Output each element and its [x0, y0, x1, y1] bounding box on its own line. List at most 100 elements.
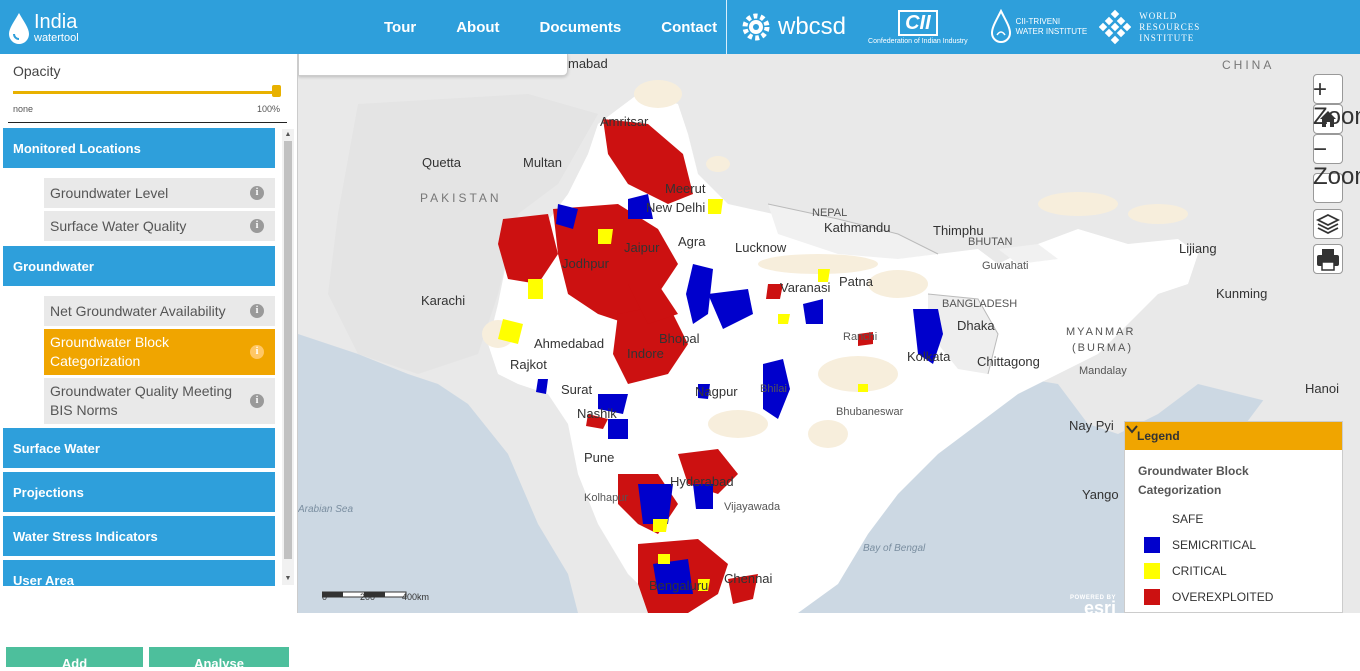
layer-groundwater-block-categorization[interactable]: Groundwater Block Categorization i [44, 329, 275, 375]
opacity-max-label: 100% [257, 104, 281, 114]
legend-label: SAFE [1172, 512, 1204, 526]
triveni-line2: WATER INSTITUTE [1015, 27, 1088, 36]
info-icon[interactable]: i [250, 304, 264, 318]
chevron-down-icon[interactable] [1125, 422, 1139, 436]
zoom-in-button[interactable] [1313, 74, 1343, 104]
zoom-in-label[interactable]: + Zoom In [1313, 76, 1360, 128]
opacity-slider-track[interactable] [13, 91, 279, 94]
legend-swatch [1144, 589, 1160, 605]
analyse-button[interactable]: Analyse [149, 647, 289, 671]
info-icon[interactable]: i [250, 219, 264, 233]
opacity-divider [8, 122, 287, 123]
legend-item-overexploited: OVEREXPLOITED [1125, 584, 1342, 610]
layer-groundwater-level[interactable]: Groundwater Level i [44, 178, 275, 208]
scale-bar-graphic [322, 591, 407, 598]
map-label-agra: Agra [678, 234, 706, 249]
wri-logo[interactable]: WORLD RESOURCES INSTITUTE [1099, 9, 1200, 45]
category-water-stress-indicators[interactable]: Water Stress Indicators [3, 516, 275, 556]
map-label-bhutan: BHUTAN [968, 236, 1013, 248]
map-label-jodhpur: Jodhpur [562, 256, 609, 271]
nav-about[interactable]: About [456, 18, 500, 36]
nav-tour[interactable]: Tour [384, 18, 417, 36]
category-monitored-locations[interactable]: Monitored Locations [3, 128, 275, 168]
map-label-kolkata: Kolkata [907, 349, 951, 364]
legend-item-semicritical: SEMICRITICAL [1125, 532, 1342, 558]
map-view[interactable]: CHINA PAKISTAN NEPAL BHUTAN BANGLADESH M… [298, 54, 1360, 613]
cii-triveni-logo[interactable]: CII-TRIVENI WATER INSTITUTE [990, 9, 1088, 45]
zoom-out-label[interactable]: − Zoom Out [1313, 136, 1360, 190]
category-user-area[interactable]: User Area [3, 560, 275, 586]
layers-button[interactable] [1313, 209, 1343, 239]
info-icon[interactable]: i [250, 345, 264, 359]
info-icon[interactable]: i [250, 186, 264, 200]
map-label-ranchi: Ranchi [843, 331, 878, 343]
map-label-surat: Surat [561, 382, 593, 397]
legend-header[interactable]: Legend [1125, 422, 1342, 450]
map-label-chittagong: Chittagong [977, 354, 1040, 369]
triveni-drop-icon [990, 9, 1011, 43]
esri-name: esri [1083, 598, 1116, 613]
layer-groundwater-quality-bis[interactable]: Groundwater Quality Meeting BIS Norms i [44, 378, 275, 424]
esri-logo[interactable]: POWERED BY esri [1058, 595, 1116, 613]
nav-documents[interactable]: Documents [539, 18, 622, 36]
map-label-chennai: Chennai [724, 571, 773, 586]
legend-header-label: Legend [1137, 429, 1180, 443]
legend-item-safe: SAFE [1125, 506, 1342, 532]
map-label-patna: Patna [839, 274, 873, 289]
zoom-out-button[interactable] [1313, 134, 1343, 164]
info-icon[interactable]: i [250, 394, 264, 408]
scale-label-200: 200 [360, 592, 376, 602]
category-groundwater[interactable]: Groundwater [3, 246, 275, 286]
opacity-min-label: none [13, 104, 34, 114]
category-projections[interactable]: Projections [3, 472, 275, 512]
legend-swatch [1144, 537, 1160, 553]
map-label-hyderabad: Hyderabad [670, 474, 734, 489]
scroll-down-arrow-icon[interactable]: ▼ [284, 575, 292, 582]
layer-label: Groundwater Quality Meeting BIS Norms [50, 383, 233, 418]
opacity-slider-handle[interactable] [272, 85, 281, 97]
nav-contact[interactable]: Contact [661, 18, 718, 36]
layer-surface-water-quality[interactable]: Surface Water Quality i [44, 211, 275, 241]
home-button[interactable] [1313, 104, 1343, 134]
cii-logo[interactable]: CII Confederation of Indian Industry [868, 9, 968, 45]
header: India watertool Tour About Documents Con… [0, 0, 1360, 54]
add-button[interactable]: Add [6, 647, 143, 671]
legend-label: OVEREXPLOITED [1172, 590, 1274, 604]
map-label-hanoi: Hanoi [1305, 381, 1339, 396]
print-button[interactable] [1313, 244, 1343, 274]
map-label-meerut: Meerut [665, 181, 706, 196]
cii-subtitle: Confederation of Indian Industry [868, 37, 968, 45]
map-label-indore: Indore [627, 346, 664, 361]
triveni-line1: CII-TRIVENI [1015, 17, 1061, 26]
map-label-bhopal: Bhopal [659, 331, 700, 346]
layer-label: Groundwater Level [50, 184, 169, 201]
map-label-pakistan: PAKISTAN [420, 191, 502, 205]
sidebar-scrollbar[interactable]: ▲ ▼ [282, 129, 294, 585]
legend-swatch [1144, 563, 1160, 579]
scale-label-400: 400km [402, 592, 430, 602]
map-label-ahmedabad: Ahmedabad [534, 336, 605, 351]
legend-swatch [1144, 511, 1160, 527]
wbcsd-logo[interactable]: wbcsd [738, 9, 846, 45]
map-label-nay-pyi: Nay Pyi [1069, 418, 1114, 433]
map-label-yangon: Yango [1082, 487, 1119, 502]
legend-title: Groundwater Block Categorization [1138, 464, 1249, 497]
opacity-label: Opacity [13, 63, 61, 79]
map-label-china: CHINA [1222, 58, 1275, 72]
main-nav: Tour About Documents Contact [364, 0, 737, 54]
logo-subtitle: watertool [34, 32, 79, 44]
search-panel[interactable] [298, 54, 568, 76]
category-surface-water[interactable]: Surface Water [3, 428, 275, 468]
map-label-karachi: Karachi [421, 293, 466, 308]
scale-bar: 0 200 400km [322, 591, 442, 603]
layer-net-groundwater-availability[interactable]: Net Groundwater Availability i [44, 296, 275, 326]
map-label-nepal: NEPAL [812, 207, 848, 219]
wbcsd-text: wbcsd [778, 13, 847, 40]
wri-line2: RESOURCES [1139, 21, 1201, 32]
header-divider [726, 0, 727, 54]
scroll-up-arrow-icon[interactable]: ▲ [284, 131, 292, 138]
map-tool-button[interactable] [1313, 173, 1343, 203]
india-watertool-logo[interactable]: India watertool [8, 8, 79, 48]
map-label-kunming: Kunming [1216, 286, 1268, 301]
scrollbar-thumb[interactable] [284, 141, 292, 559]
